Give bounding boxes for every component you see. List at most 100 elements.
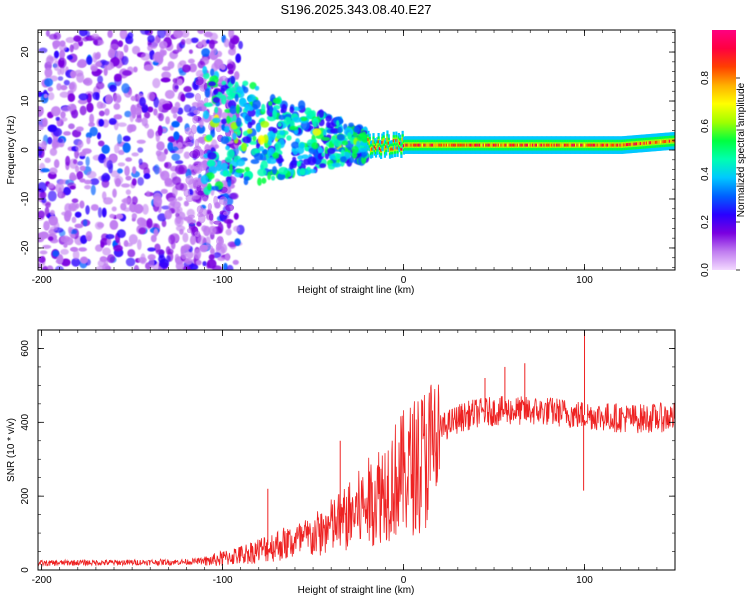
spectrogram-cell (191, 101, 199, 108)
spectrogram-cell (214, 144, 220, 149)
spectrogram-cell (292, 147, 299, 156)
spectrogram-cell (131, 45, 141, 55)
spectrogram-cell (168, 234, 176, 245)
spectrogram-cell (118, 149, 125, 155)
spectrogram-cell (165, 246, 171, 255)
spectrogram-cell (247, 121, 253, 129)
spectrogram-cell (312, 128, 322, 136)
spectrogram-cell (486, 143, 489, 147)
spectrogram-cell (653, 140, 656, 144)
spectrogram-cell (80, 235, 88, 244)
spectrogram-cell (72, 249, 80, 261)
spectrogram-cell (75, 202, 80, 209)
spectrogram-cell (581, 143, 584, 147)
spectrogram-cell (70, 247, 78, 252)
spectrogram-cell (361, 155, 367, 165)
spectrogram-cell (100, 241, 105, 248)
spectrogram-cell (208, 81, 216, 87)
spectrogram-cell (229, 105, 237, 115)
spectrogram-cell (337, 126, 343, 134)
spectrogram-cell (286, 135, 292, 141)
spectrogram-cell (225, 204, 235, 212)
spectrogram-cell (321, 136, 331, 142)
spectrogram-cell (38, 181, 47, 193)
spectrogram-cell (212, 96, 220, 104)
spectrogram-cell (60, 84, 68, 91)
spectrogram-cell (225, 228, 232, 236)
spectrogram-cell (117, 40, 124, 48)
spectrogram-cell (65, 36, 76, 44)
spectrogram-cell (196, 124, 206, 134)
spectrogram-cell (223, 218, 234, 224)
spectrogram-cell (415, 143, 418, 147)
spectrogram-cell (279, 130, 286, 136)
spectrogram-cell (372, 140, 375, 144)
spectrogram-cell (277, 122, 283, 128)
spectrogram-cell (183, 200, 190, 207)
spectrogram-cell (551, 143, 554, 147)
spectrogram-cell (480, 143, 483, 147)
spectrogram-cell (164, 30, 171, 38)
spectrogram-cell (150, 234, 157, 243)
spectrogram-cell (277, 173, 286, 181)
spectrogram-cell (228, 48, 236, 56)
spectrogram-cell (661, 140, 664, 144)
spectrogram-cell (66, 54, 73, 60)
spectrogram-cell (146, 190, 151, 197)
spectrogram-cell (256, 143, 261, 149)
spectrogram-cell (171, 120, 180, 128)
spectrogram-cell (39, 231, 49, 240)
spectrogram-cell (566, 143, 569, 147)
spectrogram-cell (351, 145, 359, 154)
spectrogram-cell (192, 114, 198, 124)
spectrogram-cell (466, 143, 469, 147)
spectrogram-cell (49, 209, 55, 216)
spectrogram-cell (361, 131, 367, 140)
spectrogram-cell (205, 134, 213, 141)
spectrogram-cell (106, 159, 113, 170)
spectrogram-cell (545, 143, 549, 147)
spectrogram-cell (392, 139, 395, 143)
spectrogram-cell (160, 188, 168, 194)
spectrogram-cell (519, 143, 522, 147)
snr-panel: -200 -100 0 100 0 200 400 600 Height of straigh… (6, 329, 676, 596)
spectrogram-cell (235, 117, 242, 127)
spectrogram-cell (261, 177, 267, 184)
spectrogram-cell (141, 104, 149, 113)
spectrogram-cell (67, 226, 73, 234)
spectrogram-cell (75, 126, 84, 132)
spectrogram-cell (59, 91, 70, 98)
spectrogram-cell (393, 146, 397, 150)
spectrogram-cell (571, 143, 574, 147)
spectrogram-cell (448, 143, 451, 147)
spectrogram-cell (385, 145, 388, 149)
spectrogram-cell (671, 139, 674, 143)
spectrogram-cell (125, 175, 132, 181)
spectrogram-cell (57, 76, 64, 81)
spectrogram-cell (487, 143, 490, 147)
spectrogram-cell (243, 176, 250, 181)
spectrogram-cell (659, 140, 663, 144)
spectrogram-cell (298, 100, 306, 110)
x-tick-label: -200 (32, 575, 52, 586)
spectrogram-cell (60, 117, 68, 122)
spectrogram-cell (430, 143, 433, 147)
spectrogram-cell (195, 76, 204, 86)
spectrogram-cell (92, 92, 100, 100)
spectrogram-cell (260, 120, 270, 128)
spectrogram-cell (188, 49, 193, 54)
spectrogram-cell (469, 143, 473, 147)
colorbar-tick-label: 0.2 (700, 215, 711, 229)
spectrogram-cell (424, 143, 427, 147)
spectrogram-cell (201, 48, 211, 58)
spectrogram-cell (325, 115, 332, 122)
spectrogram-cell (321, 152, 326, 157)
spectrogram-cell (238, 40, 243, 50)
spectrogram-cell (652, 141, 655, 144)
spectrogram-cell (216, 160, 222, 167)
spectrogram-cell (135, 117, 143, 123)
spectrogram-cell (186, 228, 192, 234)
spectrogram-cell (100, 174, 106, 182)
spectrogram-cell (421, 143, 425, 147)
spectrogram-cell (435, 143, 438, 147)
